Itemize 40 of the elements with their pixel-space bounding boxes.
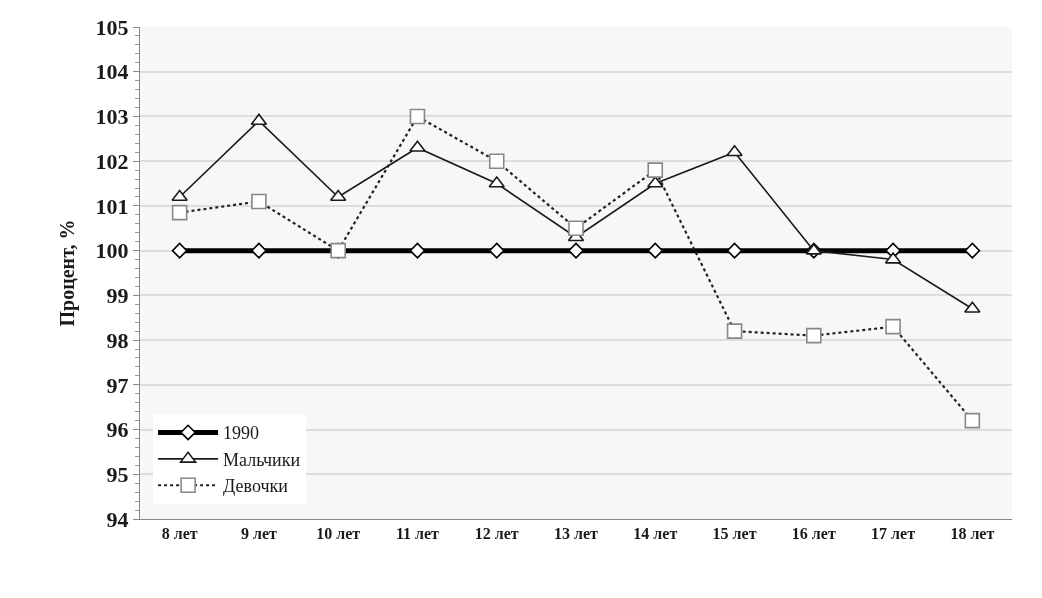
y-tick-label: 103 (95, 104, 129, 130)
point (726, 144, 743, 157)
legend-label: Девочки (223, 476, 289, 497)
x-tick-label: 14 лет (633, 525, 678, 543)
point (964, 242, 981, 259)
point (409, 140, 426, 152)
x-tick-label: 9 лет (240, 525, 278, 543)
y-tick-label: 94 (106, 506, 129, 532)
legend-label: 1990 (223, 423, 260, 444)
point (964, 301, 981, 313)
point (409, 242, 426, 259)
legend-label: Мальчики (223, 449, 301, 470)
x-tick-label: 8 лет (161, 525, 198, 543)
y-tick-label: 105 (95, 14, 129, 40)
x-tick-label: 11 лет (395, 525, 440, 543)
x-tick-label: 16 лет (791, 525, 836, 543)
x-tick-label: 12 лет (474, 525, 519, 543)
y-tick-label: 97 (106, 372, 129, 398)
x-tick-label: 18 лет (950, 525, 995, 543)
y-tick-label: 95 (106, 461, 129, 487)
point (488, 242, 505, 259)
y-tick-label: 100 (95, 238, 129, 264)
point (171, 242, 188, 259)
x-tick-label: 15 лет (712, 525, 757, 543)
point (329, 189, 347, 202)
x-tick-label: 10 лет (316, 525, 361, 543)
y-axis-title: Процент, % (56, 219, 80, 327)
point (647, 242, 664, 259)
point (568, 242, 584, 259)
y-tick-label: 104 (95, 59, 129, 85)
y-tick-label: 102 (95, 148, 129, 174)
x-tick-label: 13 лет (554, 525, 599, 543)
point (250, 242, 267, 259)
y-tick-label: 98 (106, 327, 129, 353)
y-tick-label: 101 (95, 193, 129, 219)
y-tick-label: 96 (106, 417, 129, 443)
point (171, 189, 188, 202)
y-tick-label: 99 (106, 283, 129, 309)
x-tick-label: 17 лет (871, 525, 916, 543)
point (726, 242, 743, 259)
